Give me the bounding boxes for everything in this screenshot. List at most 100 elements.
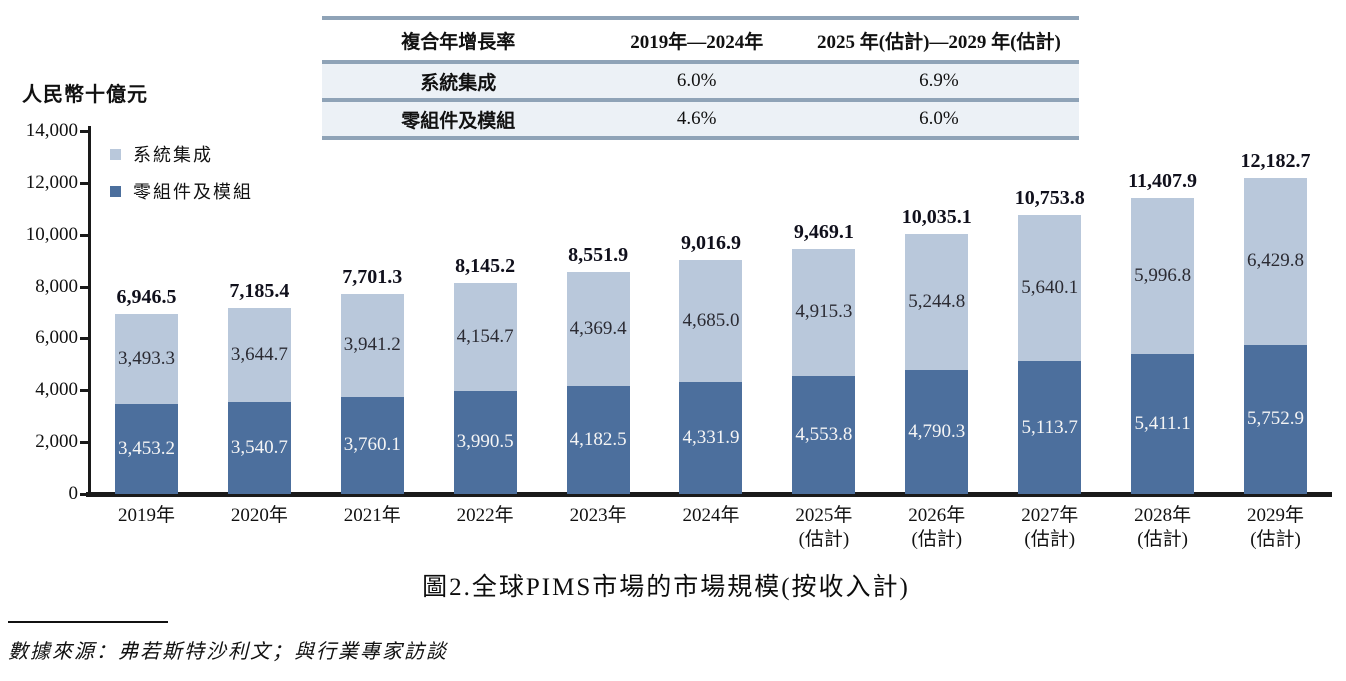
bar-total-label: 9,016.9 xyxy=(680,232,741,255)
y-axis-tick-label: 4,000 xyxy=(35,379,78,401)
bar-segment-system-integration: 3,941.2 xyxy=(340,294,404,397)
table-divider xyxy=(322,60,1079,64)
y-axis-unit-label: 人民幣十億元 xyxy=(22,84,148,106)
bar-segment-system-integration: 4,369.4 xyxy=(566,272,630,386)
y-axis-tick-mark xyxy=(80,389,89,393)
table-border-bottom xyxy=(322,136,1079,140)
table-header-period-forecast: 2025 年(估計)—2029 年(估計) xyxy=(817,31,1061,53)
bar-total-label: 12,182.7 xyxy=(1240,150,1311,173)
bar-group: 6,946.5 3,493.3 3,453.2 xyxy=(90,131,203,494)
x-axis-label: 2023年 xyxy=(569,505,627,526)
bar-segment-components-modules: 4,331.9 xyxy=(679,381,743,494)
segment-value-label: 4,369.4 xyxy=(569,317,627,339)
segment-value-label: 4,915.3 xyxy=(795,301,853,323)
bar-group: 10,753.8 5,640.1 5,113.7 xyxy=(993,131,1106,494)
row-value-historical: 4.6% xyxy=(676,108,717,129)
segment-value-label: 4,685.0 xyxy=(682,309,740,331)
bar-group: 8,551.9 4,369.4 4,182.5 xyxy=(542,131,655,494)
bar-total-label: 7,185.4 xyxy=(229,279,290,302)
bar-segment-components-modules: 4,553.8 xyxy=(792,375,856,494)
y-axis-tick-mark xyxy=(80,233,89,237)
bar-total-label: 10,035.1 xyxy=(901,205,972,228)
y-axis-tick-mark xyxy=(80,337,89,341)
segment-value-label: 3,453.2 xyxy=(117,438,175,460)
table-row-components-modules: 零組件及模組 4.6% 6.0% xyxy=(322,102,1079,136)
y-axis-tick-mark xyxy=(80,181,89,185)
figure-caption: 圖2.全球PIMS市場的市場規模(按收入計) xyxy=(422,574,910,601)
legend-swatch-light-icon xyxy=(110,148,121,160)
x-axis-label: 2025年 (估計) xyxy=(795,505,853,550)
x-axis-label: 2021年 xyxy=(343,505,401,526)
table-header-row: 複合年增長率 2019年—2024年 2025 年(估計)—2029 年(估計) xyxy=(322,20,1079,60)
segment-value-label: 5,113.7 xyxy=(1021,416,1078,438)
chart-legend: 系統集成 零組件及模組 xyxy=(110,141,253,215)
y-axis-line xyxy=(88,126,91,495)
bar-group: 7,701.3 3,941.2 3,760.1 xyxy=(316,131,429,494)
bar-total-label: 10,753.8 xyxy=(1014,187,1085,210)
bar-group: 10,035.1 5,244.8 4,790.3 xyxy=(880,131,993,494)
segment-value-label: 3,990.5 xyxy=(456,431,514,453)
x-axis-label: 2020年 xyxy=(230,505,288,526)
y-axis-tick-label: 10,000 xyxy=(25,223,78,245)
x-axis-labels: 2019年 2020年 2021年 2022年 2023年 2024年 2025年 (估計) 2… xyxy=(90,504,1332,552)
segment-value-label: 5,411.1 xyxy=(1134,412,1191,434)
bar-total-label: 9,469.1 xyxy=(793,220,854,243)
y-axis-tick-label: 2,000 xyxy=(35,431,78,453)
bar-segment-components-modules: 5,411.1 xyxy=(1131,353,1195,494)
legend-label: 系統集成 xyxy=(133,145,213,165)
bar-total-label: 11,407.9 xyxy=(1128,170,1198,193)
row-value-historical: 6.0% xyxy=(676,70,717,91)
table-row-system-integration: 系統集成 6.0% 6.9% xyxy=(322,64,1079,98)
x-axis-label: 2028年 (估計) xyxy=(1134,505,1192,550)
bar-group: 8,145.2 4,154.7 3,990.5 xyxy=(429,131,542,494)
x-axis-label: 2019年 xyxy=(117,505,175,526)
x-axis-label: 2029年 (估計) xyxy=(1247,505,1305,550)
y-axis-tick-mark xyxy=(80,285,89,289)
table-border-top xyxy=(322,16,1079,20)
segment-value-label: 4,182.5 xyxy=(569,428,627,450)
bar-total-label: 8,551.9 xyxy=(568,244,629,267)
bar-group: 9,016.9 4,685.0 4,331.9 xyxy=(655,131,768,494)
bar-segment-components-modules: 3,453.2 xyxy=(114,404,178,494)
segment-value-label: 3,540.7 xyxy=(230,437,288,459)
bar-segment-components-modules: 3,990.5 xyxy=(453,390,517,494)
bar-segment-system-integration: 6,429.8 xyxy=(1244,178,1308,345)
segment-value-label: 4,790.3 xyxy=(908,420,966,442)
bar-chart-plot-area: 6,946.5 3,493.3 3,453.2 7,185.4 3,644.7 3,540… xyxy=(90,131,1332,494)
x-axis-label: 2022年 xyxy=(456,505,514,526)
cagr-table: 複合年增長率 2019年—2024年 2025 年(估計)—2029 年(估計)… xyxy=(322,16,1079,140)
y-axis-tick-label: 6,000 xyxy=(35,327,78,349)
bar-segment-components-modules: 4,182.5 xyxy=(566,385,630,494)
segment-value-label: 6,429.8 xyxy=(1247,250,1305,272)
segment-value-label: 5,244.8 xyxy=(908,290,966,312)
row-value-forecast: 6.0% xyxy=(919,108,959,129)
bar-total-label: 8,145.2 xyxy=(455,254,516,277)
bar-segment-system-integration: 5,640.1 xyxy=(1018,215,1082,362)
table-divider xyxy=(322,98,1079,102)
bar-segment-system-integration: 3,493.3 xyxy=(114,313,178,405)
legend-item-components-modules: 零組件及模組 xyxy=(110,178,253,204)
segment-value-label: 4,154.7 xyxy=(456,325,514,347)
segment-value-label: 5,640.1 xyxy=(1021,277,1079,299)
segment-value-label: 5,752.9 xyxy=(1247,408,1305,430)
x-axis-label: 2024年 xyxy=(682,505,740,526)
segment-value-label: 4,331.9 xyxy=(682,426,740,448)
y-axis-tick-label: 0 xyxy=(68,483,79,504)
x-axis-line xyxy=(86,492,1332,497)
bar-segment-system-integration: 4,915.3 xyxy=(792,248,856,376)
row-label: 零組件及模組 xyxy=(401,110,516,132)
segment-value-label: 5,996.8 xyxy=(1134,264,1192,286)
segment-value-label: 4,553.8 xyxy=(795,423,853,445)
legend-label: 零組件及模組 xyxy=(133,182,253,202)
x-axis-label: 2027年 (估計) xyxy=(1021,505,1079,550)
bar-group: 7,185.4 3,644.7 3,540.7 xyxy=(203,131,316,494)
y-axis-tick-label: 8,000 xyxy=(35,275,78,297)
bar-group: 11,407.9 5,996.8 5,411.1 xyxy=(1106,131,1219,494)
bar-segment-system-integration: 3,644.7 xyxy=(227,307,291,403)
bar-segment-components-modules: 3,760.1 xyxy=(340,396,404,494)
segment-value-label: 3,644.7 xyxy=(230,343,288,365)
segment-value-label: 3,493.3 xyxy=(117,348,175,370)
bar-total-label: 7,701.3 xyxy=(342,266,403,289)
y-axis-tick-mark xyxy=(80,441,89,445)
y-axis-tick-mark xyxy=(80,493,89,496)
